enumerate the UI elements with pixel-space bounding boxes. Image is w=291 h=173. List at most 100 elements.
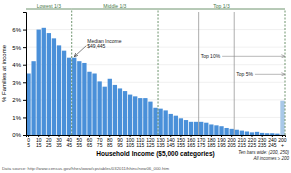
x-tick-label: 6065	[87, 137, 93, 149]
x-tick-label: 120125	[146, 137, 155, 149]
x-tick: 140145	[167, 135, 176, 148]
x-tick-label: 190195	[217, 137, 226, 149]
x-tick: 180185	[207, 135, 216, 148]
x-tick-label: 130135	[156, 137, 165, 149]
bar	[280, 101, 284, 135]
x-tick-label: 240245	[268, 137, 277, 149]
bar	[92, 74, 96, 136]
x-tick-label: 4045	[66, 137, 72, 149]
y-tick-mark	[23, 65, 26, 66]
x-tick-label: 1015	[36, 137, 42, 149]
x-tick: 150155	[177, 135, 186, 148]
bar	[57, 45, 61, 135]
bar	[235, 130, 239, 135]
text-line: 125	[146, 142, 155, 148]
bar	[250, 132, 254, 135]
x-tick: 130135	[156, 135, 165, 148]
text-line: +	[281, 142, 284, 148]
y-tick-mark	[23, 135, 26, 136]
bracket-label: Middle 1/3	[103, 3, 126, 9]
text-line: 95	[117, 142, 123, 148]
threshold-label: Top 5%	[236, 71, 253, 77]
bar	[275, 134, 279, 135]
bar	[97, 81, 101, 135]
bracket-divider	[158, 9, 159, 135]
bar	[133, 96, 137, 135]
text-line: 105	[126, 142, 135, 148]
bar	[224, 128, 228, 135]
text-line: 65	[87, 142, 93, 148]
text-line: 25	[46, 142, 52, 148]
bar	[219, 126, 223, 135]
bar	[194, 122, 198, 135]
x-tick: 210215	[238, 135, 247, 148]
bar	[123, 91, 127, 135]
text-line: $49,445	[87, 43, 105, 49]
text-line: 135	[156, 142, 165, 148]
bracket-line	[158, 9, 285, 10]
text-line: 75	[97, 142, 103, 148]
text-line: 45	[66, 142, 72, 148]
bar	[245, 131, 249, 135]
x-tick: 5055	[77, 135, 83, 148]
grid-line	[26, 29, 285, 30]
bar	[158, 109, 162, 135]
bar	[255, 132, 259, 135]
y-tick: 6%	[12, 27, 26, 33]
text-line: 55	[77, 142, 83, 148]
bracket-divider	[71, 9, 72, 135]
text-line: 245	[268, 142, 277, 148]
x-tick-label: 170175	[197, 137, 206, 149]
bar	[67, 58, 71, 135]
y-tick-label: 2%	[12, 97, 21, 103]
x-tick: 8085	[107, 135, 113, 148]
bar	[118, 88, 122, 135]
text-line: 185	[207, 142, 216, 148]
x-tick-label: 220225	[248, 137, 257, 149]
bar	[128, 95, 132, 135]
median-label: Median Income$49,445	[87, 38, 121, 50]
threshold-arrow	[255, 74, 285, 75]
bar	[42, 28, 46, 135]
note: All incomes ≥ 200	[253, 156, 290, 161]
text-line: 15	[36, 142, 42, 148]
bar	[108, 79, 112, 135]
bar	[179, 118, 183, 135]
y-axis-title: % Families at income	[1, 44, 7, 102]
x-tick: 110115	[136, 135, 144, 148]
source: Data source: http://www.census.gov/hhes/…	[2, 166, 170, 171]
x-tick: 160165	[187, 135, 196, 148]
threshold-arrow	[222, 56, 285, 57]
y-tick: 0%	[12, 132, 26, 138]
text-line: 145	[167, 142, 176, 148]
y-tick-label: 1%	[12, 115, 21, 121]
y-tick: 1%	[12, 115, 26, 121]
bar	[113, 85, 117, 135]
x-tick-label: 200205	[228, 137, 237, 149]
x-tick: 220225	[248, 135, 257, 148]
threshold-label: Top 10%	[201, 53, 221, 59]
y-tick: 3%	[12, 80, 26, 86]
bar	[230, 129, 234, 135]
text-line: 115	[136, 142, 144, 148]
bar	[240, 131, 244, 135]
y-tick: 5%	[12, 45, 26, 51]
y-tick: 4%	[12, 62, 26, 68]
threshold-line	[198, 12, 199, 135]
median-arrow	[74, 46, 86, 57]
annotations: Lowest 1/3Middle 1/3Top 1/3Median Income…	[26, 3, 289, 161]
y-tick-mark	[23, 82, 26, 83]
bracket-line	[72, 9, 158, 10]
y-tick-label: 3%	[12, 80, 21, 86]
text-line: 35	[56, 142, 62, 148]
bar	[103, 87, 107, 135]
x-tick-label: 5055	[77, 137, 83, 149]
bracket-divider	[285, 9, 286, 135]
x-tick-label: 9095	[117, 137, 123, 149]
x-tick: 120125	[146, 135, 155, 148]
note: Ten bars wide: (200, 250)	[238, 150, 289, 155]
bar	[184, 120, 188, 135]
text-line: 235	[258, 142, 267, 148]
bracket-line	[26, 9, 72, 10]
y-tick-mark	[23, 30, 26, 31]
